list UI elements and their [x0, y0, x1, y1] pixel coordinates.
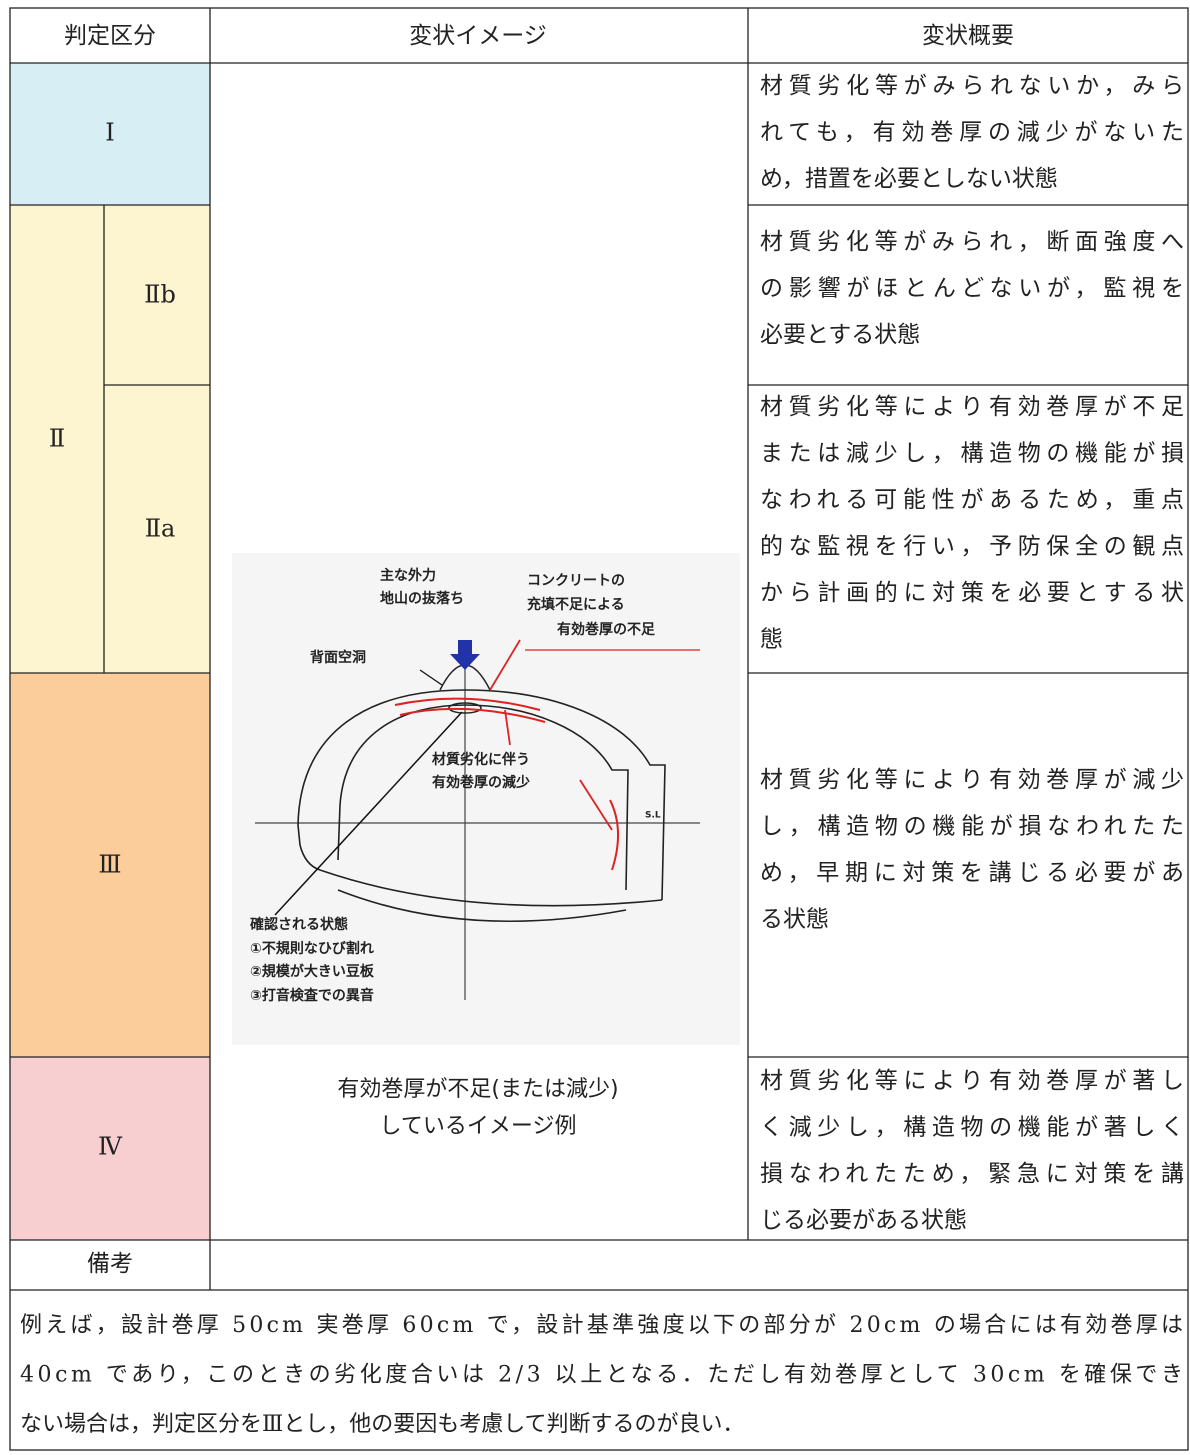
description-line: または減少し，構造物の機能が損: [760, 441, 1184, 467]
grade-label: Ⅱa: [145, 515, 176, 543]
grade-label: Ⅲ: [98, 851, 121, 879]
description-line: 必要とする状態: [760, 322, 920, 348]
cell-bg: [10, 673, 210, 1057]
table-border: [9, 7, 1189, 1451]
remarks-line: 例えば，設計巻厚 50cm 実巻厚 60cm で，設計基準強度以下の部分が 20…: [20, 1313, 1183, 1338]
remarks-line: ない場合は，判定区分をⅢとし，他の要因も考慮して判断するのが良い．: [20, 1412, 745, 1437]
description-line: じる必要がある状態: [760, 1208, 967, 1234]
description-line: 損なわれたため，緊急に対策を講: [760, 1161, 1184, 1187]
image-caption: しているイメージ例: [380, 1114, 577, 1139]
description-line: 的な監視を行い，予防保全の観点: [760, 534, 1184, 560]
diagram-label: 有効巻厚の減少: [432, 774, 530, 791]
description-line: なわれる可能性があるため，重点: [760, 487, 1184, 513]
diagram-label: コンクリートの: [527, 573, 625, 589]
diagram-label: 地山の抜落ち: [380, 590, 464, 607]
image-caption: 有効巻厚が不足(または減少): [337, 1077, 618, 1102]
diagram-label: S.L: [645, 811, 661, 821]
cell-bg: [10, 1057, 210, 1240]
description-line: 材質劣化等がみられないか，みら: [760, 73, 1184, 99]
grade-label: Ⅰ: [105, 119, 114, 147]
diagram-label: 背面空洞: [310, 649, 366, 666]
cell-bg: [10, 63, 210, 205]
image-bg: [232, 553, 740, 1045]
grade-label: Ⅱb: [144, 281, 176, 309]
description-line: 材質劣化等により有効巻厚が不足: [760, 394, 1184, 420]
description-line: る状態: [760, 907, 829, 933]
description-line: 材質劣化等により有効巻厚が減少: [760, 767, 1184, 793]
grade-label: Ⅳ: [98, 1133, 123, 1161]
description-line: め，措置を必要としない状態: [760, 166, 1058, 192]
tunnel-diagram: [232, 553, 740, 1045]
grade-label: Ⅱ: [49, 425, 65, 453]
header-cell: 判定区分: [64, 23, 156, 49]
description-line: め，早期に対策を講じる必要があ: [760, 860, 1184, 886]
description-line: れても，有効巻厚の減少がないた: [760, 120, 1184, 146]
diagram-label: ②規模が大きい豆板: [250, 963, 375, 980]
diagram-label: 主な外力: [380, 567, 436, 584]
diagram-label: 確認される状態: [250, 916, 348, 933]
diagram-label: 材質劣化に伴う: [432, 751, 530, 768]
description-line: く減少し，構造物の機能が著しく: [760, 1115, 1184, 1141]
diagram-label: ①不規則なひび割れ: [250, 940, 374, 957]
diagram-label: 有効巻厚の不足: [557, 621, 656, 638]
header-cell: 変状イメージ: [409, 23, 547, 49]
description-line: 材質劣化等がみられ，断面強度へ: [760, 229, 1184, 255]
description-line: し，構造物の機能が損なわれたた: [760, 814, 1184, 840]
remarks-label: 備考: [87, 1251, 133, 1277]
description-line: の影響がほとんどないが，監視を: [760, 276, 1184, 302]
diagram-label: 充填不足による: [527, 596, 625, 613]
description-line: 材質劣化等により有効巻厚が著し: [760, 1068, 1184, 1094]
description-line: 態: [760, 627, 783, 653]
remarks-line: 40cm であり，このときの劣化度合いは 2/3 以上となる．ただし有効巻厚とし…: [20, 1363, 1183, 1388]
cell-bg: [10, 205, 210, 673]
description-line: から計画的に対策を必要とする状: [760, 580, 1184, 606]
header-cell: 変状概要: [922, 23, 1014, 49]
table-grid: [9, 7, 1189, 1451]
diagram-label: ③打音検査での異音: [250, 987, 374, 1004]
